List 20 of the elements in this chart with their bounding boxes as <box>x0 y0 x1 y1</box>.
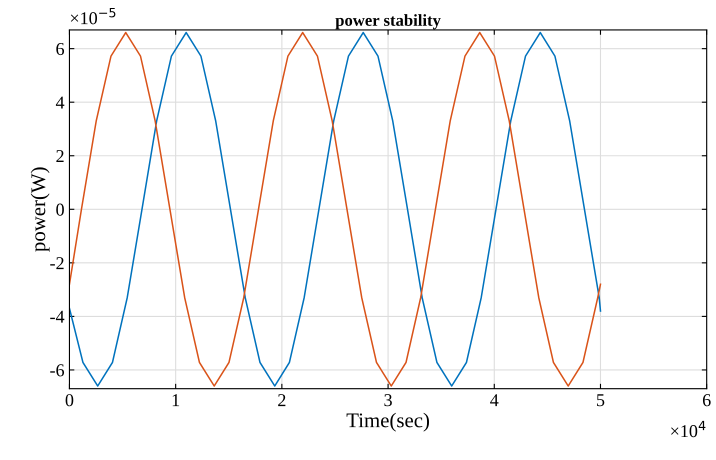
x-tick-label: 0 <box>66 394 74 406</box>
x-tick-label: 1 <box>172 394 180 406</box>
y-tick-label: -2 <box>50 257 64 270</box>
y-tick-label: -6 <box>50 364 64 376</box>
y-tick-label: 0 <box>56 204 64 216</box>
y-tick-label: 4 <box>56 96 64 108</box>
x-tick-label: 4 <box>490 394 499 406</box>
x-axis-title: Time(sec) <box>346 412 430 432</box>
x-tick-label: 3 <box>384 394 392 406</box>
x-tick-label: 2 <box>278 394 286 406</box>
x-tick-label: 6 <box>702 394 711 406</box>
x-tick-label: 5 <box>597 394 604 406</box>
text: ×10$^{4}$ <box>671 420 706 438</box>
y-tick-label: 2 <box>56 150 64 162</box>
chart-title: power stability <box>335 14 441 30</box>
y-tick-label: -4 <box>50 310 64 323</box>
text: ×10$^{−5}$ <box>70 8 116 24</box>
y-tick-label: 6 <box>56 42 64 56</box>
y-axis-title: power(W) <box>30 167 50 252</box>
line-series <box>69 32 602 387</box>
